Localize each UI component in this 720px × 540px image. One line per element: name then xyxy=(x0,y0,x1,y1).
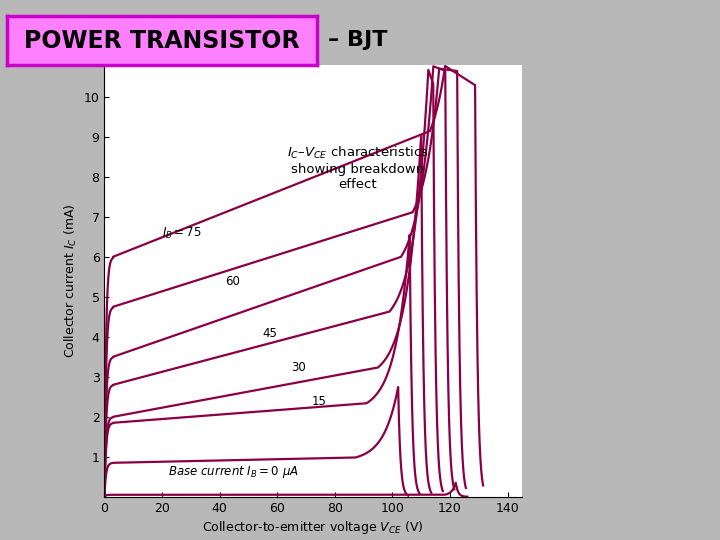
Text: 15: 15 xyxy=(312,395,327,408)
Text: $I_C$–$V_{CE}$ characteristics
showing breakdown
effect: $I_C$–$V_{CE}$ characteristics showing b… xyxy=(287,145,428,191)
Text: 30: 30 xyxy=(292,361,306,374)
Y-axis label: Collector current $I_C$ (mA): Collector current $I_C$ (mA) xyxy=(63,204,79,358)
X-axis label: Collector-to-emitter voltage $V_{CE}$ (V): Collector-to-emitter voltage $V_{CE}$ (V… xyxy=(202,519,424,536)
Text: POWER TRANSISTOR: POWER TRANSISTOR xyxy=(24,29,300,52)
Text: 60: 60 xyxy=(225,275,240,288)
Text: $I_B = 75$: $I_B = 75$ xyxy=(162,226,202,241)
Text: 45: 45 xyxy=(263,327,278,340)
Text: – BJT: – BJT xyxy=(328,30,387,51)
Text: Base current $I_B = 0\ \mu$A: Base current $I_B = 0\ \mu$A xyxy=(168,464,299,480)
